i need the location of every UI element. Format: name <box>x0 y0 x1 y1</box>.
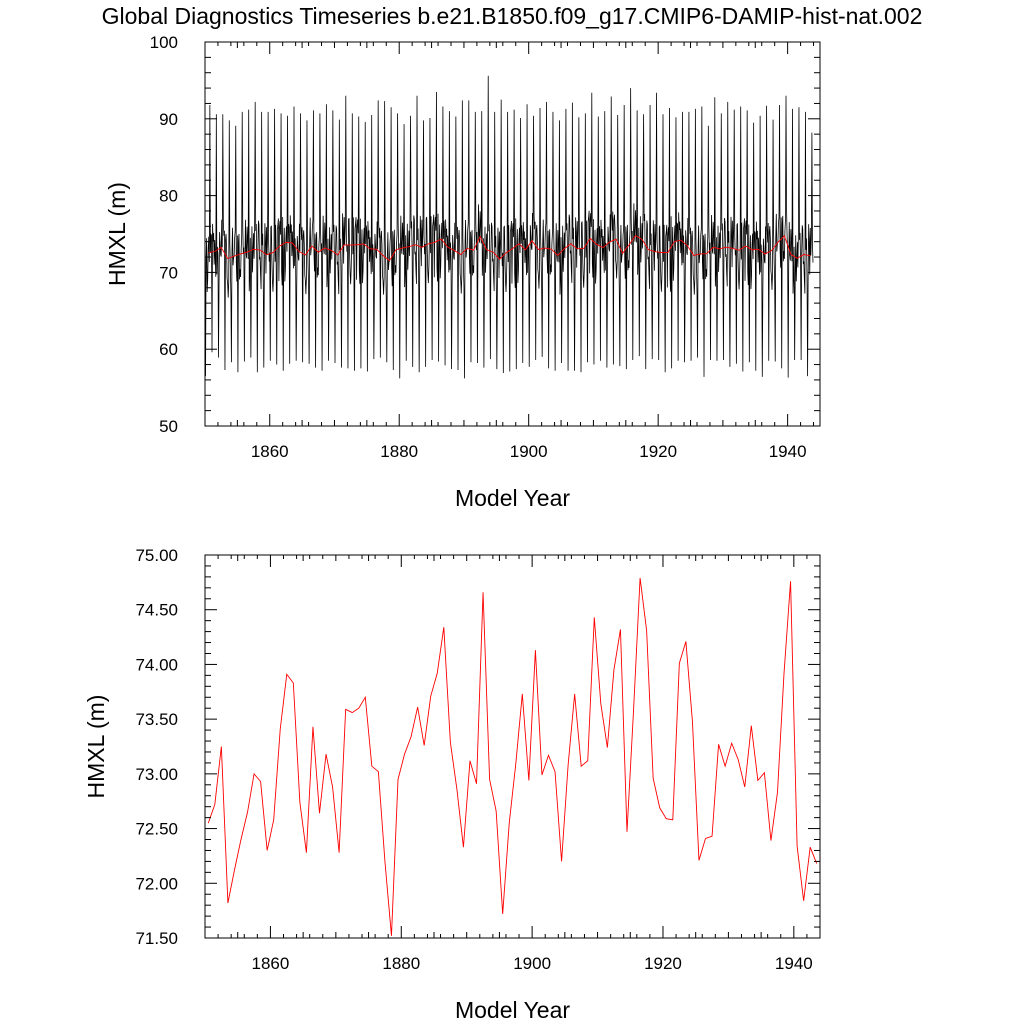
bottom-y-tick-label: 73.50 <box>135 710 178 729</box>
bottom-y-tick-label: 73.00 <box>135 765 178 784</box>
bottom-y-tick-label: 74.50 <box>135 601 178 620</box>
bottom-plot-frame <box>204 554 821 939</box>
bottom-y-tick-label: 71.50 <box>135 929 178 948</box>
top-y-tick-label: 90 <box>159 110 178 129</box>
top-y-tick-label: 70 <box>159 263 178 282</box>
annual-mean-series-line <box>207 577 818 936</box>
top-x-tick-label: 1920 <box>639 442 677 461</box>
chart-title: Global Diagnostics Timeseries b.e21.B185… <box>102 3 923 29</box>
bottom-x-tick-label: 1900 <box>513 954 551 973</box>
top-x-axis-label: Model Year <box>455 485 570 511</box>
bottom-y-tick-label: 74.00 <box>135 655 178 674</box>
top-x-tick-label: 1860 <box>251 442 289 461</box>
bottom-panel: 1860 1880 1900 1920 1940 71.50 72.00 72.50 73.00… <box>83 546 821 1023</box>
top-plot-frame <box>204 41 821 427</box>
bottom-x-tick-label: 1860 <box>252 954 290 973</box>
bottom-y-tick-label: 72.50 <box>135 820 178 839</box>
top-y-axis-label: HMXL (m) <box>104 182 130 286</box>
monthly-series-line <box>205 75 814 379</box>
annual-mean-series-line <box>208 235 811 262</box>
bottom-x-tick-label: 1940 <box>775 954 813 973</box>
top-x-tick-label: 1940 <box>769 442 807 461</box>
bottom-x-tick-label: 1880 <box>382 954 420 973</box>
bottom-y-axis-label: HMXL (m) <box>83 695 109 799</box>
top-y-tick-label: 50 <box>159 417 178 436</box>
top-y-tick-label: 80 <box>159 187 178 206</box>
top-panel: 1860 1880 1900 1920 1940 50 60 70 80 90 100 Model … <box>104 33 821 511</box>
top-y-tick-label: 100 <box>150 33 178 52</box>
top-x-tick-label: 1880 <box>380 442 418 461</box>
bottom-x-tick-label: 1920 <box>644 954 682 973</box>
top-x-tick-label: 1900 <box>510 442 548 461</box>
top-y-tick-label: 60 <box>159 340 178 359</box>
bottom-y-tick-label: 75.00 <box>135 546 178 565</box>
bottom-y-tick-label: 72.00 <box>135 874 178 893</box>
bottom-x-axis-label: Model Year <box>455 997 570 1023</box>
